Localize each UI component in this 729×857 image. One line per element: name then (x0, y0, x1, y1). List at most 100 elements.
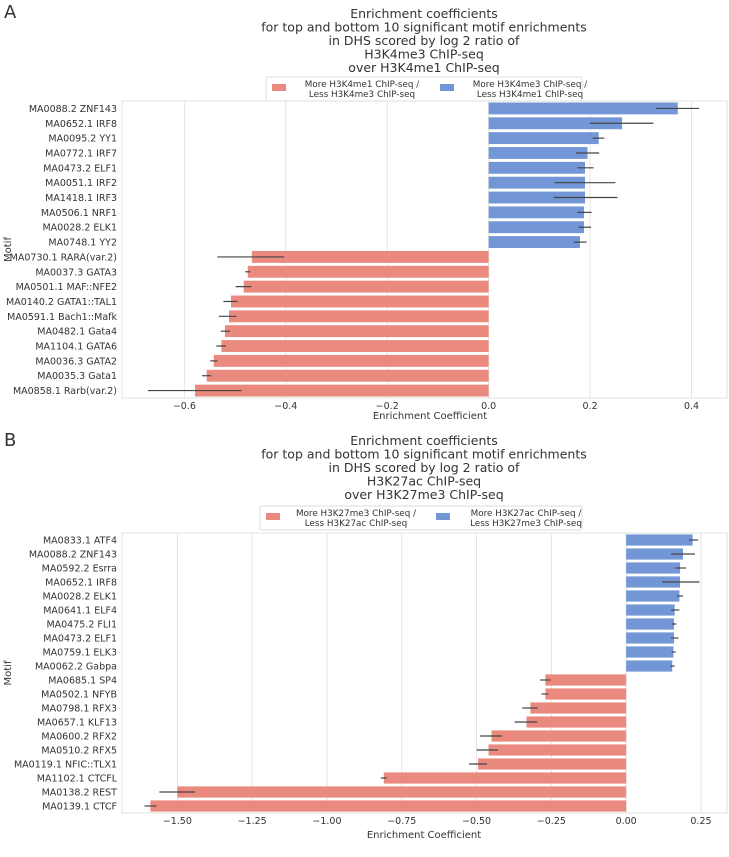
legend: More H3K4me1 ChIP-seq /Less H3K4me3 ChIP… (265, 76, 588, 102)
bar (626, 562, 681, 574)
y-tick-label: MA0506.1 NRF1 (41, 208, 117, 219)
y-tick-label: MA0051.1 IRF2 (45, 178, 117, 189)
legend-label: More H3K4me1 ChIP-seq / (305, 80, 420, 90)
y-tick-label: MA1102.1 CTCFL (37, 774, 118, 785)
bar (224, 325, 489, 338)
chart-title-line: over H3K4me1 ChIP-seq (348, 60, 499, 75)
legend-swatch (272, 84, 286, 91)
bar (626, 534, 693, 546)
panel-label: B (4, 430, 16, 451)
legend-label: Less H3K4me3 ChIP-seq (309, 90, 415, 100)
y-tick-label: MA0592.2 Esrra (42, 564, 117, 575)
bar (195, 384, 489, 397)
y-tick-label: MA0036.3 GATA2 (35, 356, 117, 367)
y-tick-label: MA0685.1 SP4 (48, 676, 117, 687)
chart-title-line: H3K27ac ChIP-seq (367, 474, 481, 489)
y-tick-label: MA0062.2 Gabpa (35, 662, 117, 673)
y-tick-label: MA0475.2 FLI1 (46, 620, 117, 631)
y-tick-label: MA0730.1 RARA(var.2) (10, 252, 117, 263)
bar (526, 716, 627, 728)
bar (626, 646, 674, 658)
bar (383, 772, 627, 784)
bar (488, 132, 599, 145)
x-tick-label: 0.2 (583, 401, 598, 412)
y-tick-label: MA0600.2 RFX2 (41, 732, 117, 743)
bar (626, 590, 680, 602)
chart-title-line: Enrichment coefficients (350, 6, 498, 21)
bar (488, 147, 588, 159)
bar (626, 576, 681, 588)
bar (221, 340, 489, 352)
panel-label: A (4, 2, 17, 23)
x-tick-label: −0.25 (537, 816, 566, 827)
bar (488, 744, 627, 756)
legend-label: More H3K4me3 ChIP-seq / (473, 80, 588, 90)
x-tick-label: −0.50 (462, 816, 491, 827)
y-tick-label: MA0652.1 IRF8 (45, 119, 117, 130)
bar (488, 236, 580, 249)
y-tick-label: MA0028.2 ELK1 (42, 223, 117, 234)
legend-swatch (266, 513, 280, 520)
bar (150, 800, 627, 812)
y-tick-label: MA0035.3 Gata1 (37, 371, 117, 382)
y-tick-label: MA0473.2 ELF1 (43, 634, 117, 645)
y-tick-label: MA0591.1 Bach1::Mafk (7, 312, 117, 323)
bar (251, 250, 489, 263)
bar (626, 618, 675, 630)
legend: More H3K27me3 ChIP-seq /Less H3K27ac ChI… (259, 505, 583, 531)
bar (626, 660, 673, 672)
y-tick-label: MA0657.1 KLF13 (37, 718, 117, 729)
legend-label: Less H3K27me3 ChIP-seq (470, 519, 582, 529)
y-tick-label: MA0510.2 RFX5 (41, 746, 117, 757)
y-tick-label: MA0833.1 ATF4 (43, 536, 117, 547)
x-tick-label: −1.00 (312, 816, 341, 827)
y-tick-label: MA0502.1 NFYB (41, 690, 117, 701)
bar (488, 117, 623, 130)
bar (491, 730, 627, 742)
bar (488, 161, 586, 174)
y-axis-label: Motif (3, 660, 14, 685)
y-axis-label: Motif (3, 237, 14, 262)
y-tick-label: MA0140.2 GATA1::TAL1 (6, 297, 117, 308)
bar (488, 221, 584, 234)
x-tick-label: 0.0 (481, 401, 496, 412)
y-tick-label: MA0759.1 ELK3 (42, 648, 117, 659)
y-tick-label: MA0037.3 GATA3 (35, 267, 117, 278)
y-tick-label: MA0028.2 ELK1 (42, 592, 117, 603)
legend-swatch (436, 513, 450, 520)
bar (231, 295, 489, 308)
x-tick-label: 0.25 (690, 816, 711, 827)
legend-swatch (440, 84, 454, 91)
chart-title-line: over H3K27me3 ChIP-seq (344, 487, 503, 502)
chart-title-line: H3K4me3 ChIP-seq (364, 47, 484, 62)
y-tick-label: MA0501.1 MAF::NFE2 (16, 282, 117, 293)
chart-title-line: for top and bottom 10 significant motif … (261, 20, 586, 35)
y-tick-label: MA0798.1 RFX3 (41, 704, 117, 715)
x-tick-label: 0.4 (684, 401, 699, 412)
y-tick-label: MA0473.2 ELF1 (43, 163, 117, 174)
bar (229, 310, 489, 323)
bar (626, 632, 675, 644)
bar (545, 674, 627, 686)
y-tick-label: MA0088.2 ZNF143 (29, 104, 117, 115)
legend-box (259, 505, 583, 531)
y-tick-label: MA0772.1 IRF7 (45, 148, 117, 159)
bar (488, 102, 678, 115)
chart-title-line: for top and bottom 10 significant motif … (261, 447, 586, 462)
y-tick-label: MA0858.1 Rarb(var.2) (13, 386, 117, 397)
bar (213, 354, 489, 367)
bar (626, 604, 675, 616)
y-tick-label: MA0138.2 REST (42, 788, 118, 799)
x-tick-label: −1.25 (238, 816, 267, 827)
bar (206, 369, 489, 382)
y-tick-label: MA0482.1 Gata4 (37, 327, 117, 338)
chart-title-line: Enrichment coefficients (350, 433, 498, 448)
y-tick-label: MA1418.1 IRF3 (45, 193, 117, 204)
y-tick-label: MA0748.1 YY2 (48, 238, 117, 249)
bar (530, 702, 627, 714)
y-tick-label: MA0119.1 NFIC::TLX1 (14, 760, 117, 771)
legend-label: Less H3K4me1 ChIP-seq (477, 90, 583, 100)
y-tick-label: MA0139.1 CTCF (42, 802, 117, 813)
